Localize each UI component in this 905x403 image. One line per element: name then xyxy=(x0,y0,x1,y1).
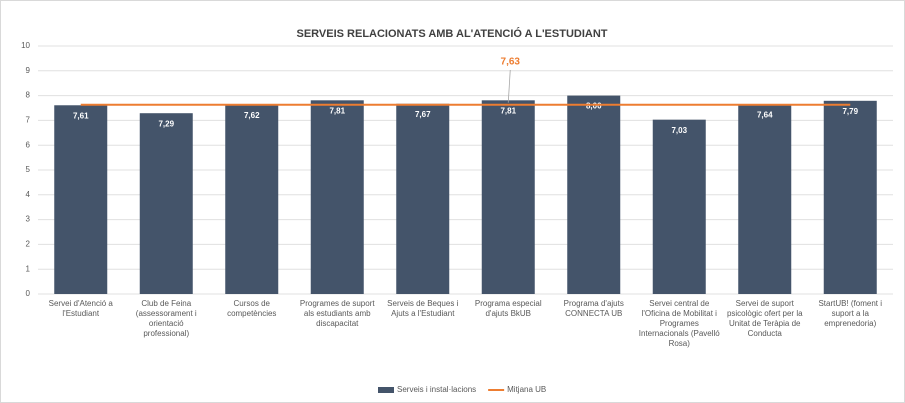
bar-value-label: 7,79 xyxy=(842,107,858,116)
x-tick-label: Club de Feina (assessorament i orientaci… xyxy=(135,299,197,338)
x-tick-label: Cursos de competències xyxy=(227,299,277,318)
y-tick-label: 5 xyxy=(26,165,31,174)
bar xyxy=(652,119,706,294)
y-tick-label: 4 xyxy=(26,190,31,199)
y-tick-label: 2 xyxy=(26,240,31,249)
bar xyxy=(567,95,621,294)
y-tick-label: 8 xyxy=(26,91,31,100)
bar-value-label: 7,62 xyxy=(244,111,260,120)
y-tick-label: 0 xyxy=(26,289,31,298)
bar-value-label: 7,29 xyxy=(158,119,174,128)
y-tick-label: 7 xyxy=(26,116,31,125)
bar-value-label: 7,67 xyxy=(415,110,431,119)
bar xyxy=(481,100,535,294)
bar-value-label: 7,61 xyxy=(73,111,89,120)
x-tick-label: Programa especial d'ajuts BkUB xyxy=(474,299,542,318)
y-tick-label: 6 xyxy=(26,140,31,149)
bar-value-label: 7,64 xyxy=(757,111,773,120)
x-tick-label: Serveis de Beques i Ajuts a l'Estudiant xyxy=(387,299,459,318)
x-tick-label: StartUB! (foment i suport a la emprenedo… xyxy=(818,299,883,328)
legend-label: Serveis i instal·lacions xyxy=(397,385,476,394)
chart-title: SERVEIS RELACIONATS AMB AL'ATENCIÓ A L'E… xyxy=(297,27,608,40)
line-value-label: 7,63 xyxy=(501,57,521,68)
bar xyxy=(139,113,193,294)
y-tick-label: 3 xyxy=(26,215,31,224)
bar xyxy=(396,103,450,294)
x-tick-label: Servei d'Atenció a l'Estudiant xyxy=(48,299,113,318)
bar xyxy=(738,104,792,294)
x-tick-label: Programa d'ajuts CONNECTA UB xyxy=(563,299,624,318)
x-tick-label: Servei central de l'Oficina de Mobilitat… xyxy=(638,299,720,348)
bar-value-label: 8,00 xyxy=(586,102,602,111)
bar xyxy=(310,100,364,294)
y-tick-label: 10 xyxy=(21,41,30,50)
y-tick-label: 1 xyxy=(26,264,31,273)
x-tick-label: Servei de suport psicològic ofert per la… xyxy=(726,299,803,338)
bar-value-label: 7,03 xyxy=(671,126,687,135)
bar xyxy=(225,105,279,294)
x-tick-label: Programes de suport als estudiants amb d… xyxy=(299,299,375,328)
bar-value-label: 7,81 xyxy=(500,106,516,115)
bar xyxy=(54,105,108,294)
bar-value-label: 7,81 xyxy=(329,106,345,115)
bar xyxy=(823,100,877,294)
label-leader xyxy=(507,69,511,103)
legend-swatch xyxy=(378,387,394,393)
legend-label: Mitjana UB xyxy=(507,385,546,394)
y-tick-label: 9 xyxy=(26,66,31,75)
